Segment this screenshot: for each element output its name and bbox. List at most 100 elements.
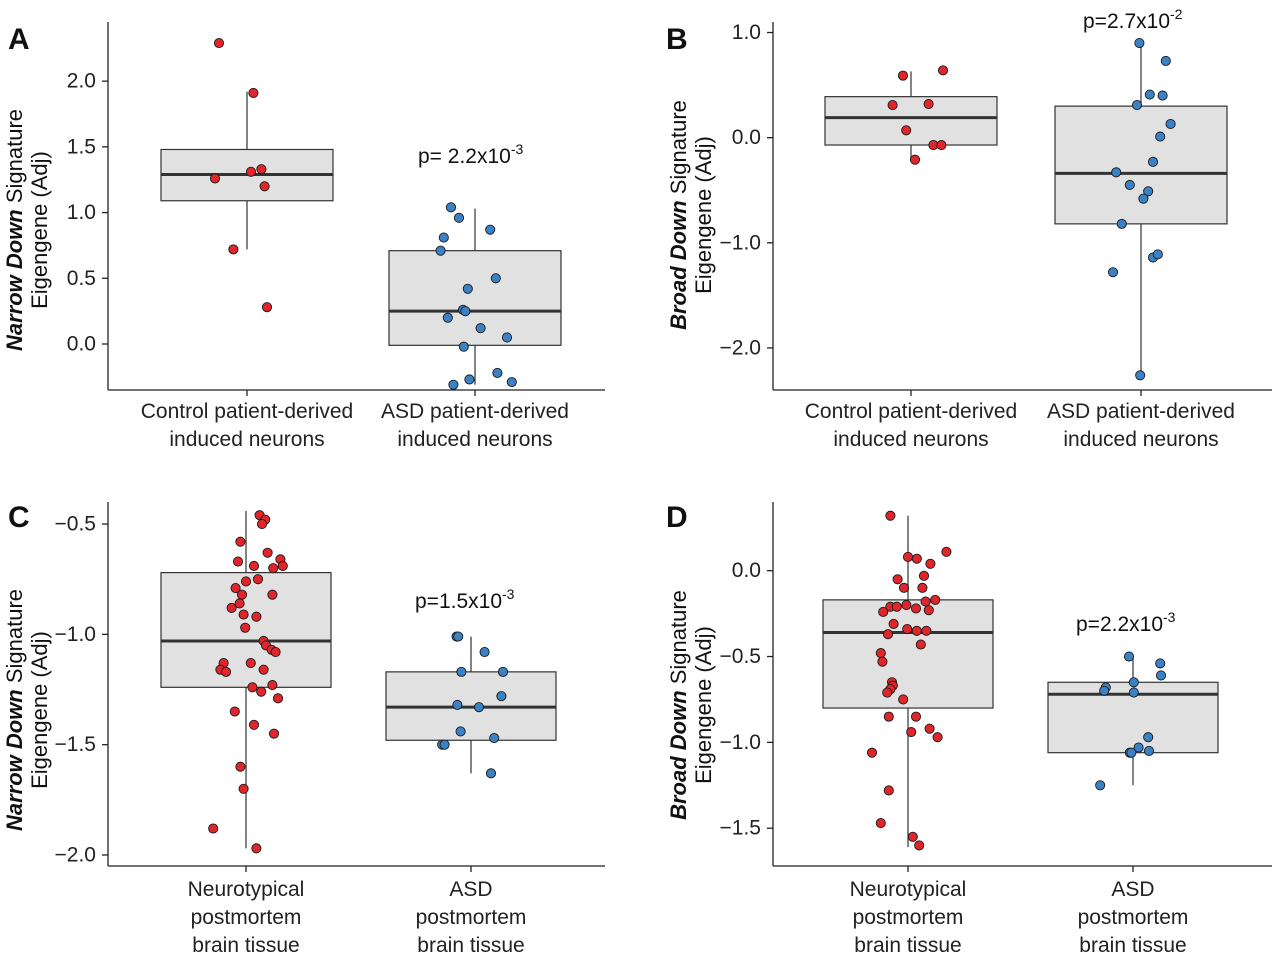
y-axis-label-line2: Eigengene (Adj) [27,631,52,789]
data-point [910,603,922,614]
data-point [882,629,894,640]
x-category-label: Neurotypical [850,878,967,901]
data-point [901,125,912,136]
data-point [901,599,912,611]
p-value-base: p=1.5x10 [415,590,502,613]
data-point [907,831,918,842]
data-point [456,666,467,677]
data-point [458,341,469,352]
data-point [452,699,463,711]
data-point [917,582,928,593]
y-tick-label: 0.0 [67,333,96,356]
data-point [887,100,898,111]
data-point [496,691,507,702]
data-point [245,657,256,669]
data-point [501,332,513,343]
data-point [236,589,248,600]
data-point [891,601,902,612]
group-1: Neurotypical postmortem brain tissue [822,510,994,954]
data-point [1095,780,1106,791]
y-axis-label-line2: Eigengene (Adj) [27,151,52,309]
data-point [445,202,457,213]
data-point [1135,370,1146,381]
y-axis-label: Broad Down Signature [666,100,691,330]
group-2: ASD postmortem brain tissue [1047,651,1219,954]
data-point [256,519,268,530]
data-point [464,374,475,385]
p-value-exponent: -3 [511,141,524,157]
x-category-label: induced neurons [169,428,324,451]
panel-letter: C [8,501,30,534]
data-point [1157,90,1168,101]
data-point [506,377,517,388]
x-category-label: brain tissue [1079,934,1186,954]
data-point [235,536,246,547]
data-point [268,728,280,739]
y-tick-label: −1.0 [55,623,96,646]
data-point [262,547,273,558]
data-point [1143,732,1154,743]
data-point [902,624,913,635]
data-point [240,622,251,633]
p-value-base: p=2.7x10 [1083,10,1170,33]
y-axis-label-rest: Signature [666,100,691,200]
x-category-label: induced neurons [833,428,988,451]
data-point [453,212,465,223]
data-point [455,726,466,737]
y-axis-label-line1: Broad Down Signature [666,100,691,330]
box [388,250,562,346]
data-point [1116,218,1127,229]
x-category-label: brain tissue [192,934,299,954]
x-category-label: brain tissue [417,934,524,954]
data-point [248,87,259,99]
panel-a: A Narrow Down Signature Eigengene (Adj) 0.0… [2,22,605,451]
p-value-label: p=2.2x10-3 [1076,609,1176,636]
data-point [226,602,237,613]
data-point [1155,131,1166,142]
data-point [267,589,278,600]
data-point [485,768,497,779]
data-point [245,166,257,177]
data-point [1147,156,1159,167]
panel-letter: A [8,23,30,56]
data-point [892,574,903,585]
data-point [936,139,947,151]
data-point [911,553,922,564]
data-point [220,666,232,677]
x-category-label: brain tissue [854,934,961,954]
y-axis-label-rest: Signature [666,590,691,690]
y-axis-label-line1: Narrow Down Signature [2,589,27,831]
data-point [909,154,921,165]
p-value-label: p= 2.2x10-3 [418,141,524,168]
data-point [923,98,934,110]
data-point [866,747,878,758]
data-point [906,727,917,738]
data-point [1111,167,1122,178]
data-point [453,631,464,642]
box [822,599,994,709]
y-axis-label-bold: Broad Down [666,690,691,820]
data-point [268,563,279,574]
x-category-label: postmortem [191,906,302,929]
data-point [230,582,241,594]
panel-letter: D [666,501,688,534]
data-point [920,596,931,607]
p-value-base: p=2.2x10 [1076,613,1163,636]
data-point [497,666,509,677]
group-1: Control patient-derived induced neurons [141,37,353,451]
data-point [485,224,496,235]
data-point [248,719,260,730]
data-point [923,605,934,616]
data-point [238,783,249,794]
data-point [259,181,270,192]
group-2: ASD patient-derived induced neurons [1047,37,1235,451]
data-point [270,646,281,658]
data-point [256,164,267,175]
data-point [1155,658,1166,669]
y-tick-label: 1.0 [732,21,761,44]
data-point [882,687,893,698]
data-point [229,706,240,717]
y-axis-label-line1: Broad Down Signature [666,590,691,820]
data-point [888,618,899,629]
